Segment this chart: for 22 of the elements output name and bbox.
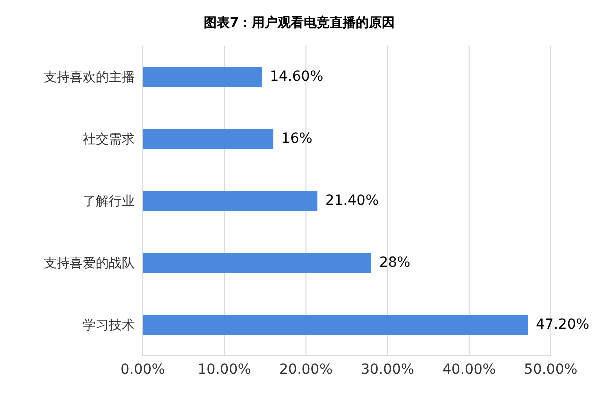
data-label: 21.40% <box>326 193 380 209</box>
y-tick-label: 支持喜欢的主播 <box>44 70 135 86</box>
bar <box>143 191 318 211</box>
chart-title: 图表7：用户观看电竞直播的原因 <box>202 14 396 33</box>
x-tick-label: 40.00% <box>442 362 496 378</box>
data-label: 16% <box>282 131 313 147</box>
data-label: 14.60% <box>270 69 324 85</box>
y-tick-label: 学习技术 <box>83 318 135 334</box>
data-label: 28% <box>379 255 411 271</box>
x-tick-label: 50.00% <box>524 362 578 378</box>
y-tick-label: 了解行业 <box>83 194 135 210</box>
bar <box>143 253 372 273</box>
bar <box>143 129 274 149</box>
x-tick-label: 20.00% <box>280 362 333 378</box>
y-tick-label: 社交需求 <box>83 132 135 148</box>
data-label: 47.20% <box>536 317 590 333</box>
bar <box>143 67 262 87</box>
bar <box>143 315 528 335</box>
x-tick-label: 30.00% <box>361 362 414 378</box>
x-tick-label: 10.00% <box>198 362 252 378</box>
y-tick-label: 支持喜爱的战队 <box>44 256 135 272</box>
x-tick-label: 0.00% <box>120 362 166 378</box>
